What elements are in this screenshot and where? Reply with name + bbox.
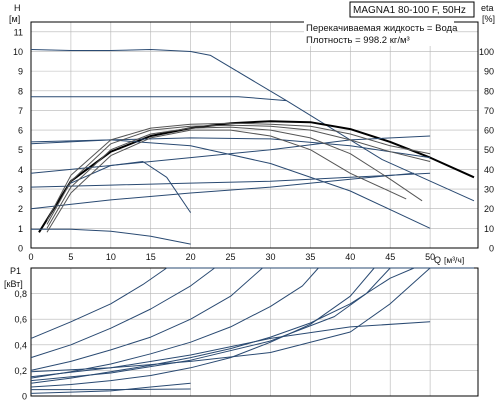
- y2-axis-label: eta: [481, 3, 494, 13]
- y-tick-label: 6: [18, 126, 23, 136]
- fluid-legend-box: [304, 20, 454, 46]
- chart-title: MAGNA1 80-100 F, 50Hz: [353, 5, 466, 16]
- y-tick-label: 5: [18, 145, 23, 155]
- head-curve: [38, 120, 475, 233]
- power-curve: [30, 267, 391, 382]
- head-chart-curves: [30, 49, 475, 245]
- head-curve: [30, 172, 415, 210]
- x-axis-unit: [м³/ч]: [444, 255, 464, 265]
- x-tick-label: 30: [265, 252, 275, 262]
- efficiency-curve: [46, 122, 431, 221]
- y-tick-label: 10: [13, 47, 23, 57]
- y2-tick-label: 20: [484, 204, 494, 214]
- head-curve: [30, 139, 431, 229]
- x-tick-label: 10: [106, 252, 116, 262]
- power-curve: [30, 267, 431, 373]
- head-chart-ticks: 0 5 10 15 20 25 30 35 40 45 5001234567891011010203…: [13, 27, 494, 262]
- y-tick-label: 3: [18, 185, 23, 195]
- head-curve: [30, 49, 475, 202]
- power-axis-label: P1: [10, 266, 21, 276]
- head-curve: [30, 172, 431, 188]
- x-tick-label: 20: [186, 252, 196, 262]
- y-axis-label: H: [14, 3, 21, 13]
- y2-tick-label: 80: [484, 86, 494, 96]
- y-tick-label: 11: [14, 27, 23, 37]
- density-label: Плотность = 998.2 кг/м³: [306, 35, 410, 46]
- power-tick-label: 0,8: [14, 289, 27, 299]
- x-tick-label: 35: [305, 252, 315, 262]
- y-axis-unit: [м]: [9, 14, 20, 24]
- y-tick-label: 7: [18, 106, 23, 116]
- y-tick-label: 4: [18, 165, 23, 175]
- x-tick-label: 0: [28, 252, 33, 262]
- x-tick-label: 25: [226, 252, 236, 262]
- power-chart-ticks: 0 0,2 0,4 0,6 0,8: [14, 289, 27, 400]
- y2-tick-label: 10: [484, 224, 494, 234]
- efficiency-curve: [46, 129, 407, 233]
- power-curve: [31, 388, 191, 391]
- power-tick-label: 0,2: [14, 366, 27, 376]
- head-chart-grid: [30, 22, 478, 249]
- power-chart-grid: [30, 268, 478, 397]
- power-tick-label: 0: [22, 392, 27, 400]
- y2-tick-label: 0: [489, 244, 494, 254]
- x-tick-label: 15: [146, 252, 156, 262]
- power-curve: [30, 267, 319, 379]
- y2-tick-label: 70: [484, 106, 494, 116]
- fluid-label: Перекачиваемая жидкость = Вода: [306, 23, 458, 34]
- y-tick-label: 2: [18, 204, 23, 214]
- power-curve: [30, 321, 431, 378]
- y2-tick-label: 40: [484, 165, 494, 175]
- power-chart-curves: [30, 267, 474, 394]
- power-curve: [30, 267, 263, 371]
- efficiency-curve: [46, 126, 423, 229]
- x-tick-label: 5: [68, 252, 73, 262]
- y2-tick-label: 30: [484, 185, 494, 195]
- y-tick-label: 0: [18, 244, 23, 254]
- power-chart-frame: [30, 267, 479, 397]
- power-curve: [30, 267, 415, 384]
- power-tick-label: 0,4: [14, 340, 27, 350]
- efficiency-curve: [46, 124, 431, 225]
- y2-tick-label: 100: [479, 47, 494, 57]
- x-tick-label: 45: [385, 252, 395, 262]
- y2-axis-unit: [%]: [482, 14, 495, 24]
- x-tick-label: 40: [345, 252, 355, 262]
- power-axis-unit: [кВт]: [4, 279, 23, 289]
- title-box: [349, 1, 475, 18]
- x-axis-label: Q: [434, 255, 441, 265]
- head-chart-frame: [30, 21, 479, 249]
- y2-tick-label: 60: [484, 126, 494, 136]
- power-tick-label: 0,6: [14, 315, 27, 325]
- power-curve: [30, 382, 191, 394]
- head-curve: [31, 96, 287, 102]
- y2-tick-label: 50: [484, 145, 494, 155]
- y-tick-label: 1: [18, 224, 23, 234]
- y-tick-label: 9: [18, 67, 23, 77]
- power-curve: [30, 267, 375, 388]
- y-tick-label: 8: [18, 86, 23, 96]
- power-curve: [30, 267, 215, 359]
- x-tick-label: 50: [425, 252, 435, 262]
- head-curve: [30, 135, 431, 174]
- head-curve: [70, 161, 192, 213]
- y2-tick-label: 90: [484, 67, 494, 77]
- power-curve: [30, 267, 474, 339]
- head-curve: [31, 228, 191, 245]
